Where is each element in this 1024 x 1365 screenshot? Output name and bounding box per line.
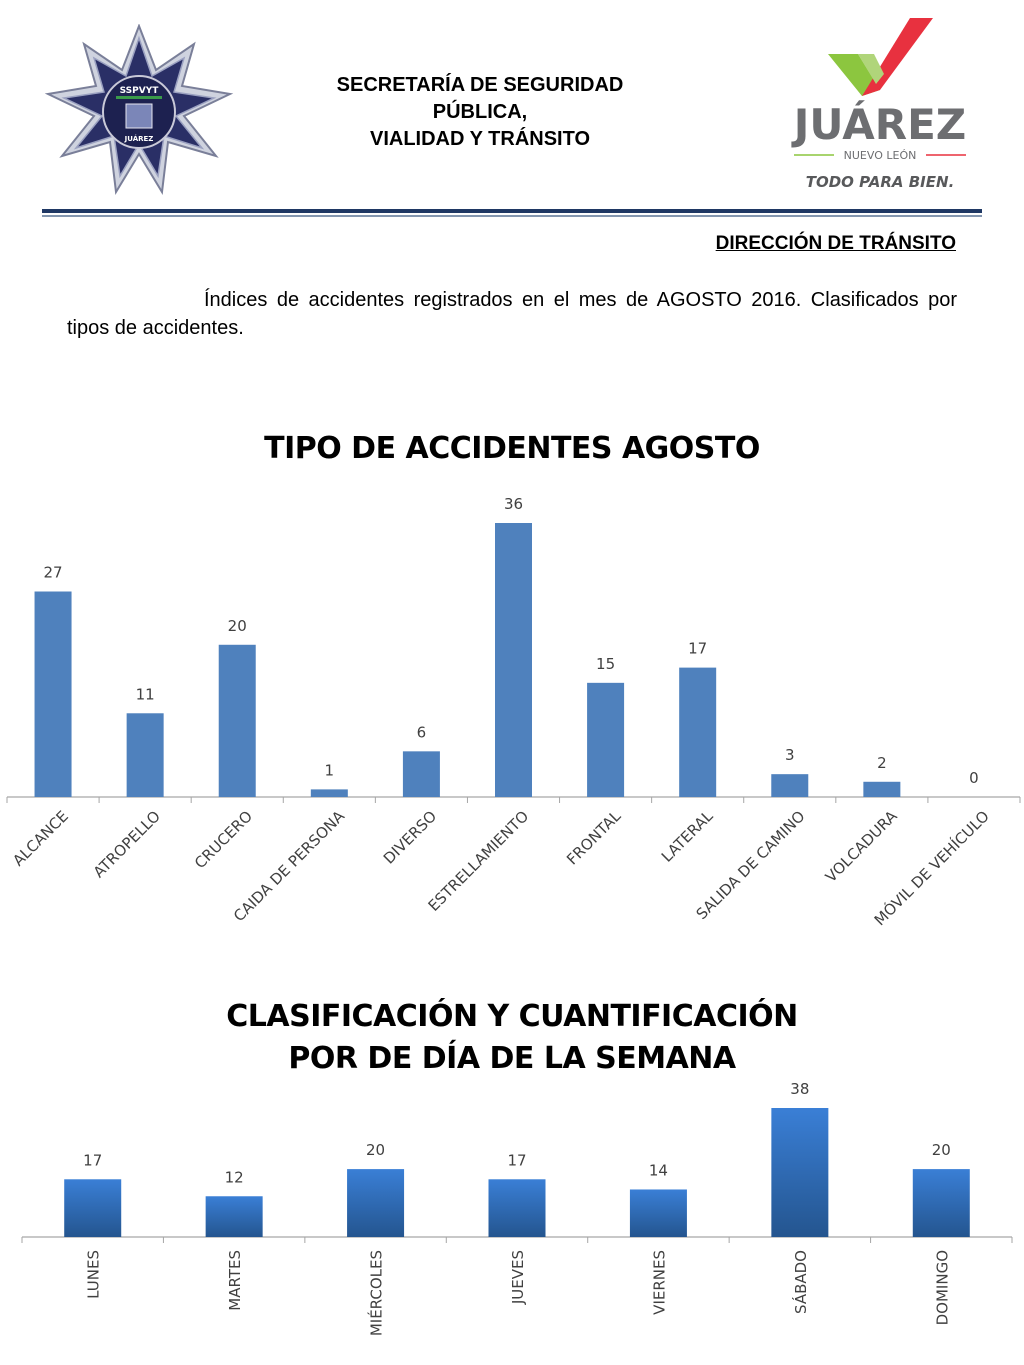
chart2-category-label: VIERNES (650, 1250, 668, 1315)
sspvyt-badge-logo: SSPVYT JUÁREZ (44, 24, 234, 196)
chart1-category-label: DIVERSO (380, 807, 440, 867)
juarez-logo: JUÁREZ NUEVO LEÓN TODO PARA BIEN. (791, 18, 966, 191)
chart1-bar (402, 751, 440, 797)
chart1-title: TIPO DE ACCIDENTES AGOSTO (264, 431, 760, 466)
chart2-data-label: 17 (507, 1151, 526, 1169)
chart1-category-label: ALCANCE (9, 807, 72, 870)
chart1-bar (587, 682, 625, 797)
badge-flag-stripe (116, 96, 162, 99)
chart1-bar (771, 774, 809, 797)
chart2-data-label: 12 (225, 1168, 244, 1186)
chart2-data-label: 20 (366, 1141, 385, 1159)
chart1-bar (679, 667, 717, 797)
chart1-category-label: FRONTAL (563, 807, 625, 869)
chart1-data-label: 17 (688, 640, 707, 658)
chart1-bar (310, 789, 348, 797)
chart1-data-label: 15 (596, 655, 615, 673)
chart1-data-label: 36 (504, 495, 523, 513)
chart1-bar (218, 644, 256, 797)
department-heading: DIRECCIÓN DE TRÁNSITO (715, 233, 956, 254)
chart1-data-label: 27 (43, 564, 62, 582)
header-title-line3: VIALIDAD Y TRÁNSITO (369, 128, 591, 150)
chart1-category-label: LATERAL (658, 807, 717, 866)
chart1-data-label: 11 (136, 685, 155, 703)
chart2-bar (629, 1189, 687, 1237)
badge-text-top: SSPVYT (120, 86, 160, 96)
chart1-category-label: VOLCADURA (822, 807, 901, 886)
chart2-data-label: 17 (83, 1151, 102, 1169)
chart1-category-label: ATROPELLO (90, 807, 164, 881)
chart2-category-label: DOMINGO (933, 1250, 951, 1325)
chart2-category-label: JUEVES (509, 1250, 527, 1305)
logo-slogan: TODO PARA BIEN. (806, 173, 955, 191)
badge-text-bottom: JUÁREZ (124, 134, 154, 143)
badge-shield (125, 103, 153, 129)
chart2-category-label: SÁBADO (791, 1250, 810, 1314)
chart1-bar (863, 781, 901, 797)
chart2-bar (771, 1108, 829, 1237)
chart2-title-line2: POR DE DÍA DE LA SEMANA (288, 1041, 736, 1076)
chart2-category-label: MIÉRCOLES (367, 1250, 386, 1336)
header-rule-thick (42, 209, 982, 213)
chart2-data-label: 14 (649, 1161, 668, 1179)
chart1-category-label: CRUCERO (191, 807, 256, 872)
intro-paragraph: Índices de accidentes registrados en el … (67, 289, 957, 339)
logo-check-shadow (858, 54, 884, 84)
chart2-category-label: LUNES (85, 1250, 103, 1299)
chart1-bar (34, 591, 72, 797)
header-rule-thin (42, 215, 982, 217)
chart2-bar (347, 1169, 405, 1237)
chart1-data-label: 1 (325, 761, 335, 779)
chart2-data-label: 38 (790, 1080, 809, 1098)
header-title: SECRETARÍA DE SEGURIDAD PÚBLICA, VIALIDA… (300, 72, 660, 153)
chart2-category-label: MARTES (226, 1250, 244, 1311)
header-title-line2: PÚBLICA, (432, 101, 528, 123)
chart1-data-label: 2 (877, 754, 887, 772)
chart1-category-label: ESTRELLAMIENTO (425, 807, 533, 915)
header-title-line1: SECRETARÍA DE SEGURIDAD (336, 74, 624, 96)
weekday-bar-chart: 17 LUNES 12 MARTES 20 MIÉRCOLES 17 JUEVES 14 VIER… (21, 1080, 1013, 1336)
logo-subtext: NUEVO LEÓN (844, 149, 917, 162)
logo-text: JUÁREZ (791, 99, 966, 149)
chart1-data-label: 3 (785, 746, 795, 764)
logo-check-green (828, 54, 880, 96)
chart2-bar (205, 1196, 263, 1237)
chart2-bar (912, 1169, 970, 1237)
chart1-data-label: 20 (228, 617, 247, 635)
chart1-bar (126, 713, 164, 797)
chart1-data-label: 0 (969, 769, 979, 787)
chart1-bar (495, 523, 532, 797)
chart2-bar (64, 1179, 122, 1237)
chart2-bar (488, 1179, 546, 1237)
chart2-data-label: 20 (932, 1141, 951, 1159)
chart2-title-line1: CLASIFICACIÓN Y CUANTIFICACIÓN (226, 999, 798, 1034)
chart1-data-label: 6 (417, 723, 427, 741)
